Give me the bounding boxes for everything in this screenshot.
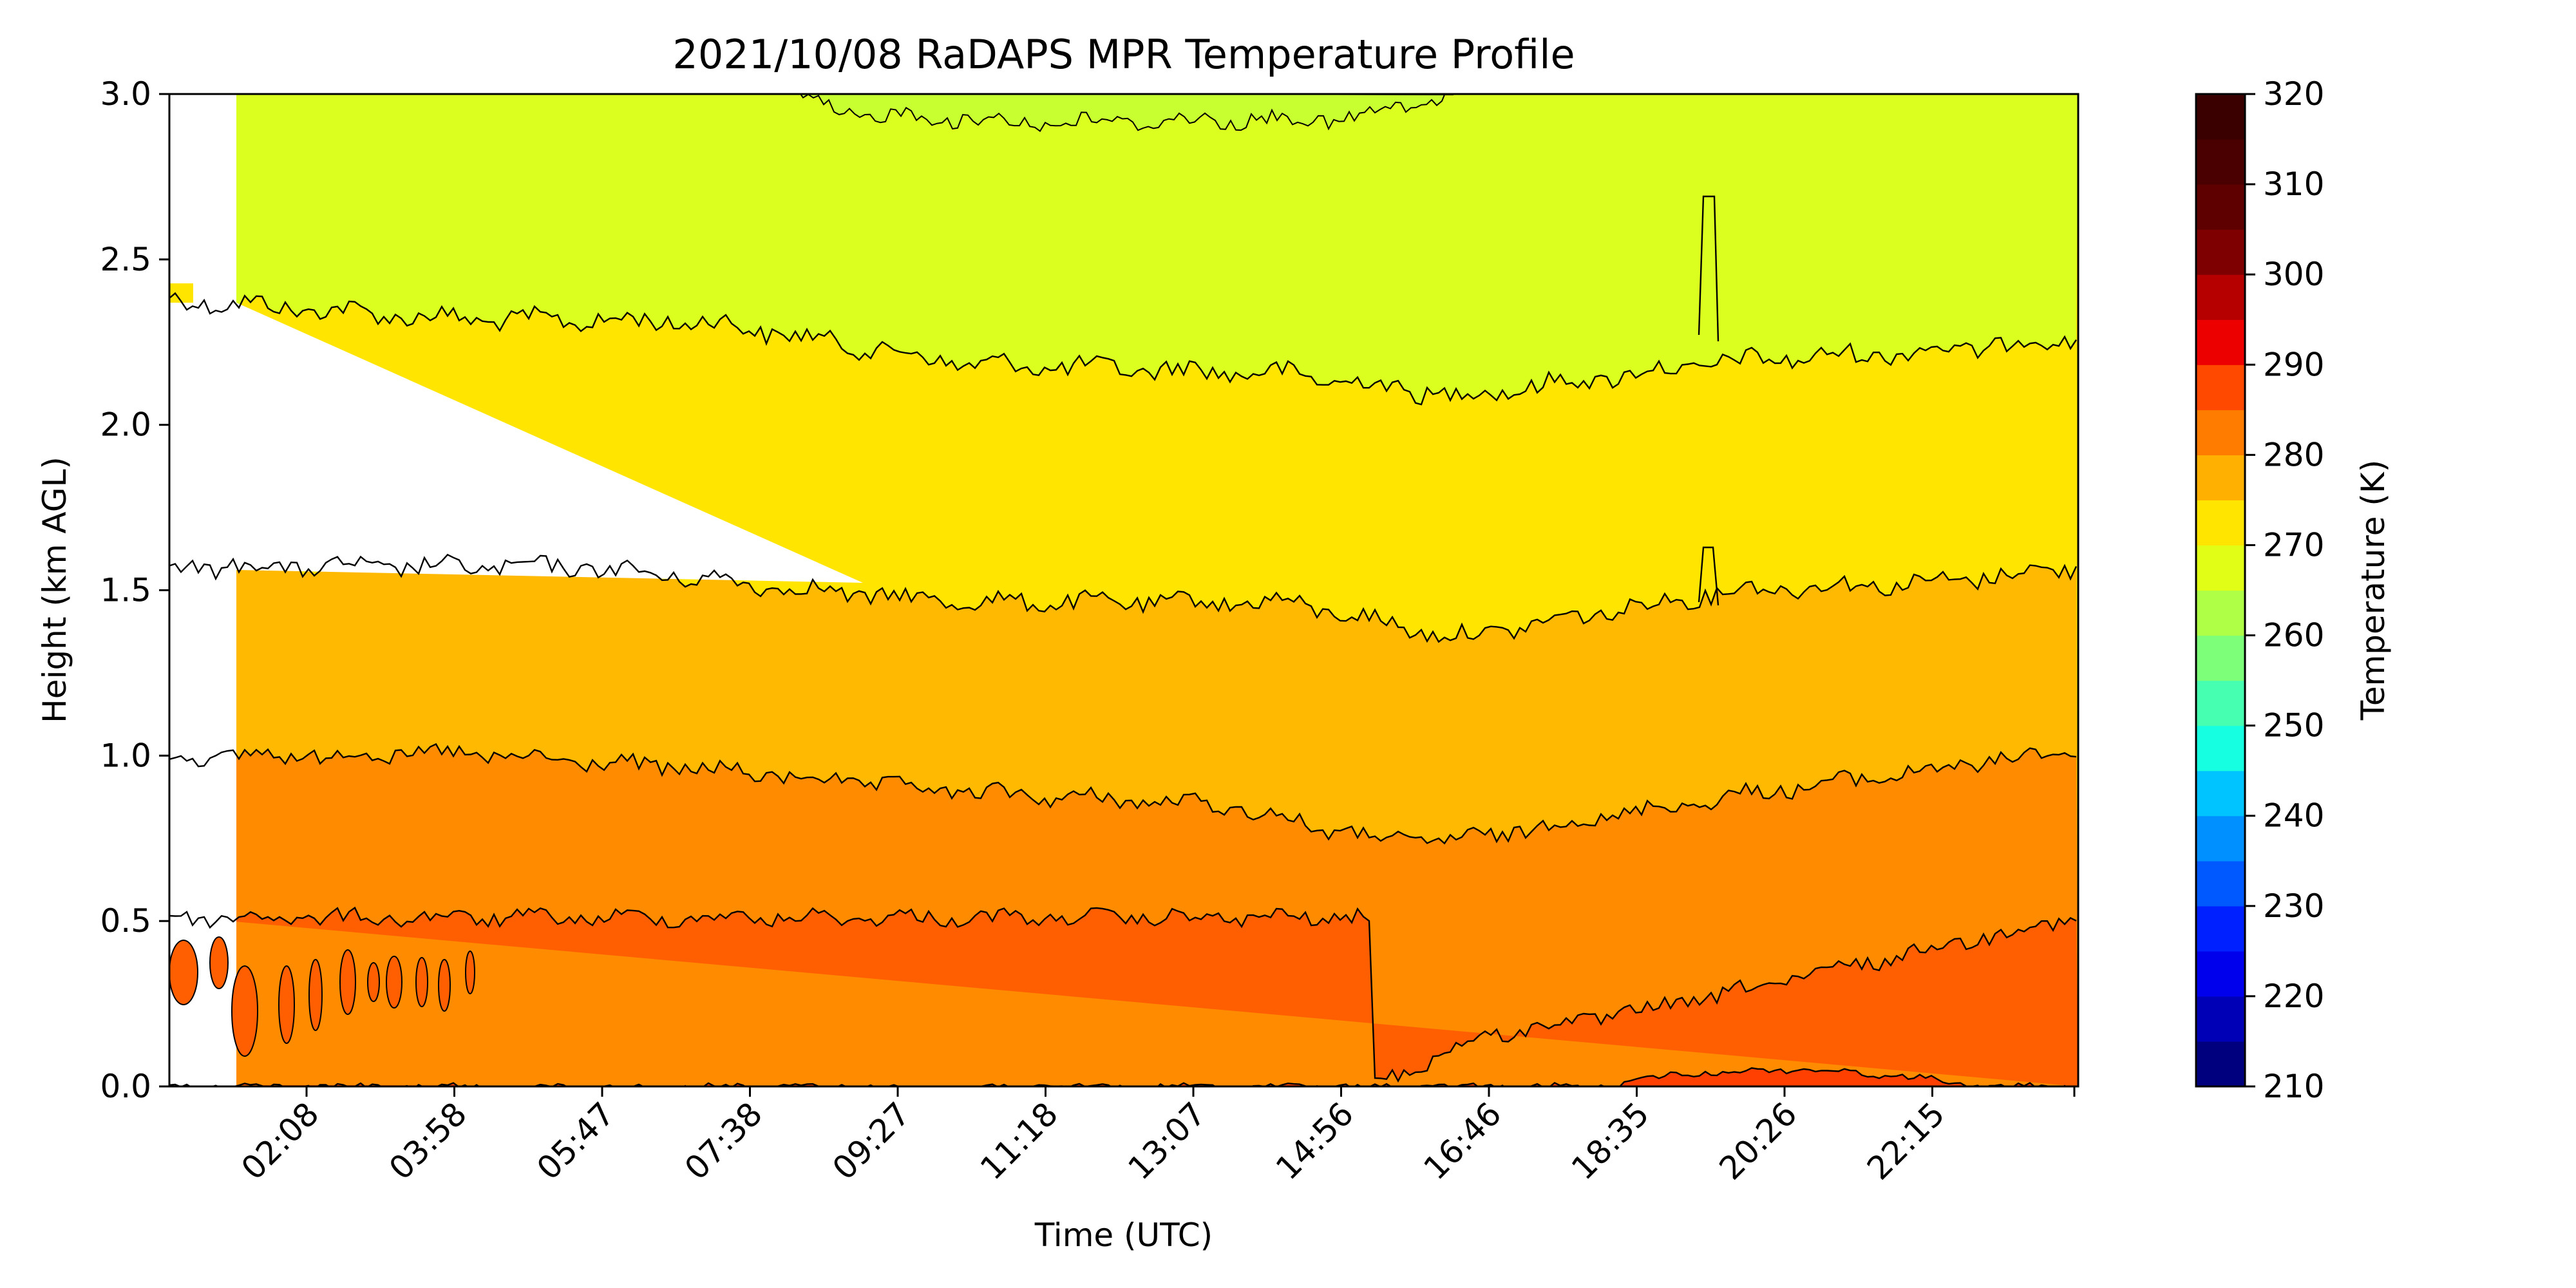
colorbar-tick-label: 310 [2263, 166, 2324, 203]
warm-cell [367, 962, 380, 1002]
colorbar-tick-label: 320 [2263, 75, 2324, 113]
colorbar-segment [2196, 139, 2245, 185]
colorbar-tick-label: 230 [2263, 887, 2324, 925]
x-tick-label: 07:38 [677, 1095, 770, 1187]
x-tick-label: 03:58 [382, 1095, 474, 1187]
x-tick-label: 09:27 [826, 1095, 918, 1187]
colorbar: 210 220 230 240 250 260 270 280 290 300 310 320 [2195, 75, 2324, 1105]
x-tick-label: 18:35 [1564, 1095, 1656, 1187]
colorbar-segment [2196, 319, 2245, 365]
warm-cell [438, 959, 451, 1012]
band-295-300 [169, 907, 2078, 1086]
colorbar-segment [2196, 905, 2245, 952]
colorbar-segment [2196, 951, 2245, 997]
x-tick-label: 22:15 [1860, 1095, 1952, 1187]
y-axis-label: Height (km AGL) [36, 457, 73, 723]
colorbar-segment [2196, 94, 2245, 140]
gap-edge-fill [169, 283, 193, 303]
x-tick-label: 20:26 [1712, 1095, 1804, 1187]
x-tick-label: 11:18 [973, 1095, 1065, 1187]
colorbar-tick-label: 250 [2263, 707, 2324, 744]
isotherm-285 [169, 553, 2078, 643]
colorbar-tick-label: 270 [2263, 526, 2324, 564]
warm-cell [339, 949, 356, 1015]
isotherm-280 [169, 292, 2078, 406]
y-tick-label: 3.0 [100, 75, 151, 113]
warm-cell [308, 959, 323, 1031]
colorbar-segment [2196, 455, 2245, 501]
colorbar-frame [2195, 93, 2246, 1088]
warm-cell [169, 940, 198, 1005]
isotherm-spike [1698, 546, 1719, 606]
colorbar-segment [2196, 996, 2245, 1042]
x-tick-label: 02:08 [234, 1095, 327, 1187]
colorbar-segment [2196, 545, 2245, 591]
isotherm-lines [169, 195, 2078, 1086]
colorbar-tick-label: 220 [2263, 978, 2324, 1015]
band-290-295 [169, 744, 2078, 1086]
colorbar-tick-label: 240 [2263, 797, 2324, 835]
colorbar-tick-label: 300 [2263, 256, 2324, 293]
y-tick-label: 2.0 [100, 406, 151, 444]
colorbar-label: Temperature (K) [2354, 460, 2392, 721]
colorbar-tick-label: 280 [2263, 436, 2324, 473]
colorbar-tick-label: 260 [2263, 617, 2324, 654]
colorbar-segment [2196, 815, 2245, 862]
y-tick-label: 0.5 [100, 902, 151, 940]
colorbar-segment [2196, 635, 2245, 681]
warm-cell [465, 951, 475, 994]
colorbar-segment [2196, 1041, 2245, 1087]
y-tick-label: 1.0 [100, 737, 151, 774]
colorbar-segment [2196, 410, 2245, 455]
x-tick-label: 14:56 [1269, 1095, 1361, 1187]
plot-area [169, 94, 2078, 1086]
isotherm-300 [169, 1067, 2068, 1086]
data-gap-strip [169, 94, 236, 1086]
band-275-280 [169, 94, 2078, 405]
band-cold-patch [799, 94, 1454, 133]
y-tick-label: 1.5 [100, 572, 151, 609]
colorbar-segment [2196, 860, 2245, 907]
colorbar-segment [2196, 365, 2245, 410]
x-tick-label: 16:46 [1417, 1095, 1509, 1187]
y-axis-ticks: 0.0 0.5 1.0 1.5 2.0 2.5 3.0 [100, 75, 169, 1105]
warm-cell [209, 936, 229, 989]
colorbar-segment [2196, 680, 2245, 726]
colorbar-segment [2196, 274, 2245, 320]
isotherm-295 [169, 906, 2077, 1083]
colorbar-segment [2196, 500, 2245, 546]
colorbar-segment [2196, 725, 2245, 772]
temperature-bands [169, 94, 2078, 1086]
colorbar-segment [2196, 184, 2245, 230]
x-axis-label: Time (UTC) [1034, 1217, 1213, 1254]
warm-cell [415, 957, 428, 1007]
x-tick-label: 13:07 [1121, 1095, 1213, 1187]
warm-cell [386, 956, 402, 1009]
colorbar-tick-label: 210 [2263, 1068, 2324, 1105]
colorbar-tick-label: 290 [2263, 346, 2324, 383]
colorbar-segment [2196, 770, 2245, 817]
data-gap-wedge [236, 303, 863, 583]
colorbar-segment [2196, 590, 2245, 636]
x-tick-label: 05:47 [530, 1095, 622, 1187]
colorbar-segment [2196, 229, 2245, 275]
warm-cell [278, 965, 295, 1044]
chart-title: 2021/10/08 RaDAPS MPR Temperature Profil… [672, 31, 1575, 78]
y-tick-label: 0.0 [100, 1068, 151, 1105]
isotherm-spike [1698, 195, 1719, 342]
warm-cell [231, 965, 258, 1057]
isotherm-290 [169, 743, 2077, 845]
x-axis-ticks: 02:08 03:58 05:47 07:38 09:27 11:18 13:07 14:56… [234, 1086, 2076, 1187]
y-tick-label: 2.5 [100, 241, 151, 278]
